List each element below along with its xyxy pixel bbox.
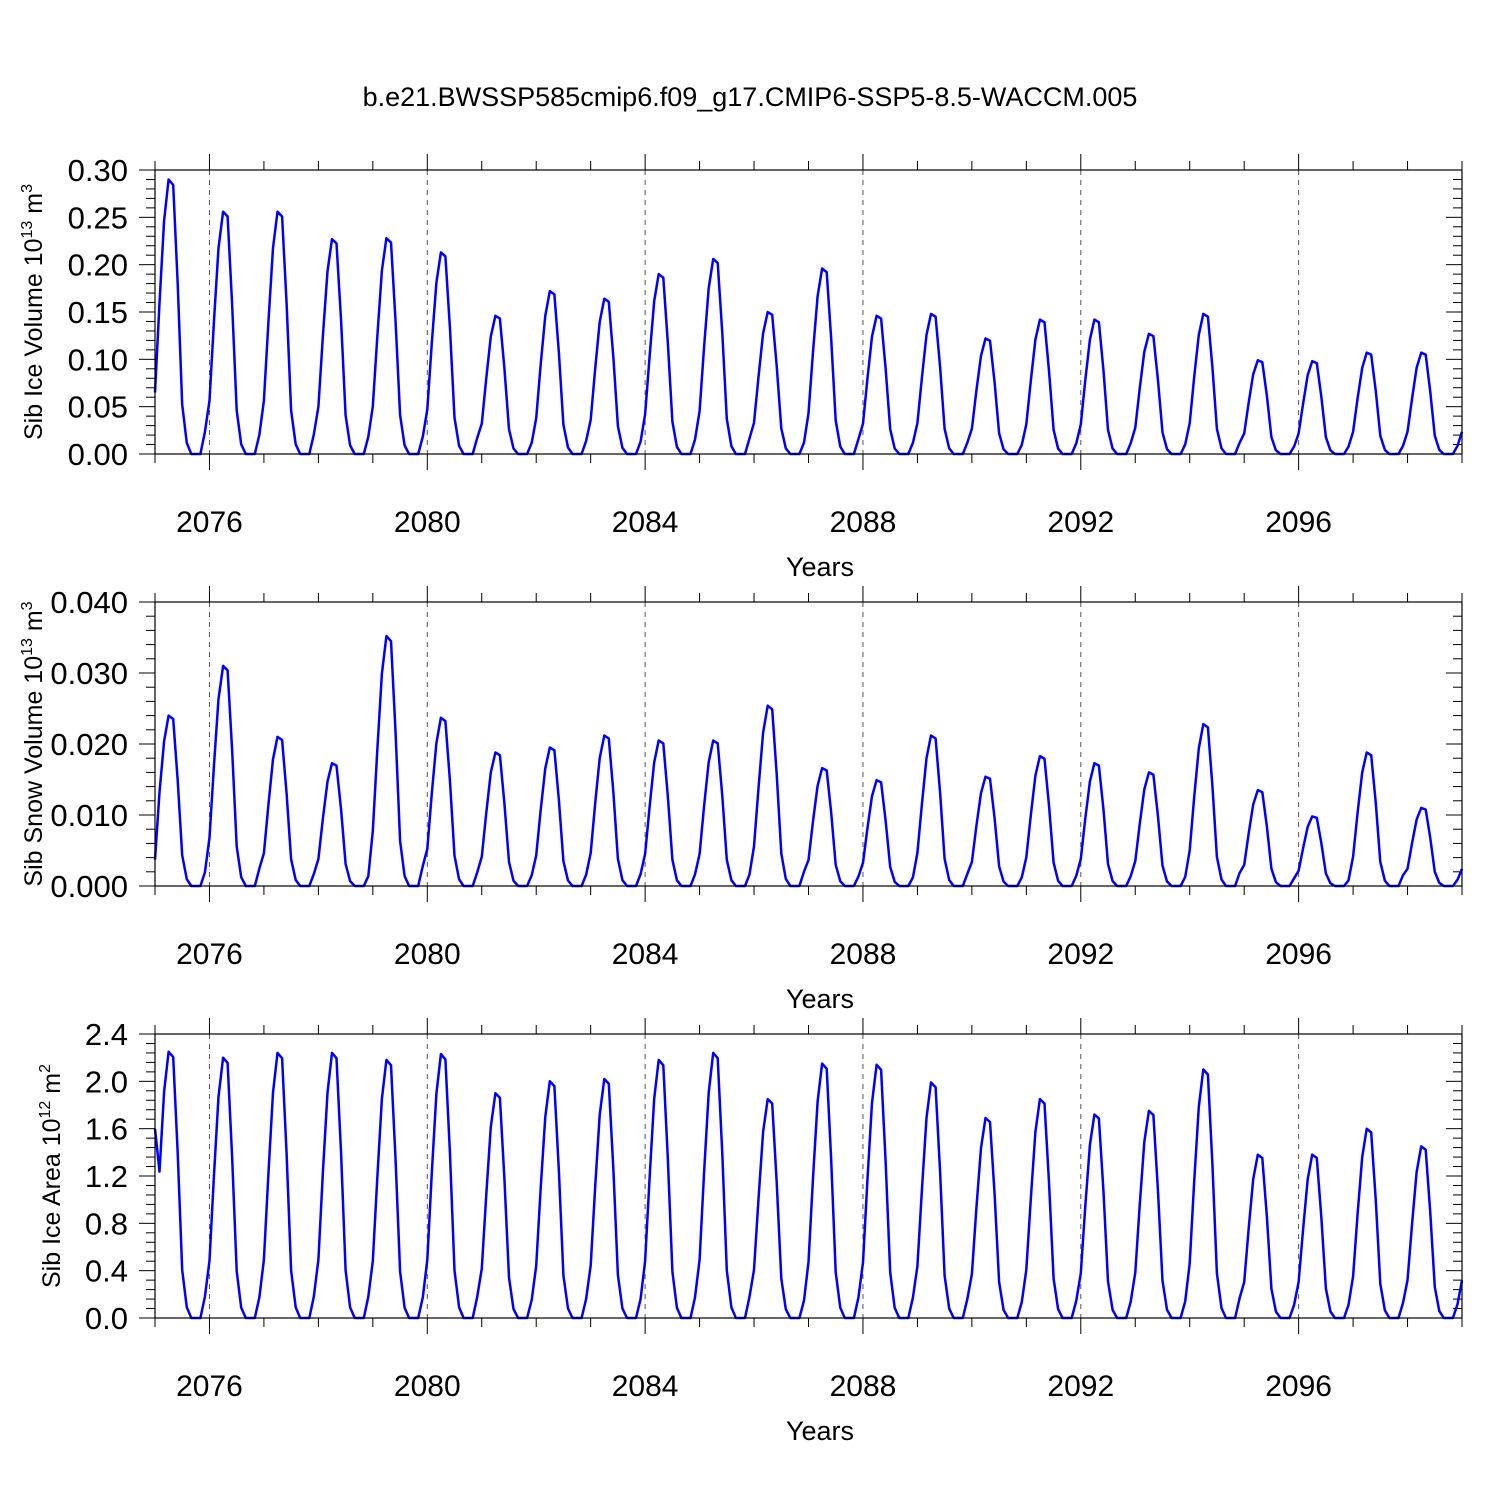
y-tick-label: 2.0	[85, 1064, 128, 1099]
x-tick-label: 2088	[830, 938, 897, 971]
x-tick-label: 2084	[612, 506, 679, 539]
y-tick-label: 0.020	[50, 727, 128, 762]
panel-3: 0.0 0.4 0.8 1.2 1.6 2.0 2.4 2076 2080 2084 2088 209…	[37, 1017, 1464, 1446]
figure-title: b.e21.BWSSP585cmip6.f09_g17.CMIP6-SSP5-8…	[363, 82, 1138, 112]
y-tick-label: 0.040	[50, 585, 128, 620]
x-tick-label: 2096	[1265, 506, 1332, 539]
x-tick-label: 2076	[176, 938, 243, 971]
x-axis-label: Years	[786, 552, 854, 582]
x-tick-label: 2096	[1265, 938, 1332, 971]
x-tick-label: 2076	[176, 1370, 243, 1403]
y-tick-label: 0.20	[68, 248, 128, 283]
y-tick-label: 0.00	[68, 437, 128, 472]
y-tick-label: 1.2	[85, 1159, 128, 1194]
plot-frame	[154, 1033, 1463, 1319]
y-tick-label: 0.000	[50, 869, 128, 904]
y-tick-label: 2.4	[85, 1017, 128, 1052]
y-tick-label: 0.25	[68, 200, 128, 235]
y-tick-label: 0.0	[85, 1301, 128, 1336]
y-axis-label: Sib Ice Area 1012 m2	[37, 1064, 66, 1288]
x-tick-label: 2092	[1047, 1370, 1114, 1403]
series-line	[153, 1050, 1464, 1320]
x-tick-label: 2080	[394, 1370, 461, 1403]
panel-1: 0.00 0.05 0.10 0.15 0.20 0.25 0.30 2076 2080 2084…	[19, 153, 1464, 582]
y-tick-label: 1.6	[85, 1112, 128, 1147]
x-tick-label: 2088	[830, 1370, 897, 1403]
x-tick-label: 2076	[176, 506, 243, 539]
y-axis-label: Sib Snow Volume 1013 m3	[19, 601, 48, 886]
x-tick-label: 2080	[394, 938, 461, 971]
x-tick-label: 2092	[1047, 506, 1114, 539]
plot-frame	[154, 601, 1463, 887]
y-tick-label: 0.8	[85, 1206, 128, 1241]
panels: 0.00 0.05 0.10 0.15 0.20 0.25 0.30 2076 2080 2084…	[19, 153, 1464, 1446]
y-tick-label: 0.15	[68, 295, 128, 330]
y-tick-label: 0.4	[85, 1254, 128, 1289]
y-tick-label: 0.05	[68, 390, 128, 425]
x-tick-label: 2092	[1047, 938, 1114, 971]
panel-2: 0.000 0.010 0.020 0.030 0.040 2076 2080 2084 208…	[19, 585, 1464, 1014]
x-tick-label: 2096	[1265, 1370, 1332, 1403]
y-axis-label: Sib Ice Volume 1013 m3	[19, 184, 48, 440]
plot-frame	[154, 169, 1463, 455]
x-tick-label: 2088	[830, 506, 897, 539]
y-tick-label: 0.030	[50, 656, 128, 691]
series-line	[153, 634, 1464, 888]
y-tick-label: 0.010	[50, 798, 128, 833]
x-axis-label: Years	[786, 984, 854, 1014]
y-tick-label: 0.10	[68, 342, 128, 377]
x-tick-label: 2080	[394, 506, 461, 539]
x-tick-label: 2084	[612, 1370, 679, 1403]
y-tick-label: 0.30	[68, 153, 128, 188]
x-tick-label: 2084	[612, 938, 679, 971]
series-line	[153, 178, 1464, 456]
x-axis-label: Years	[786, 1416, 854, 1446]
